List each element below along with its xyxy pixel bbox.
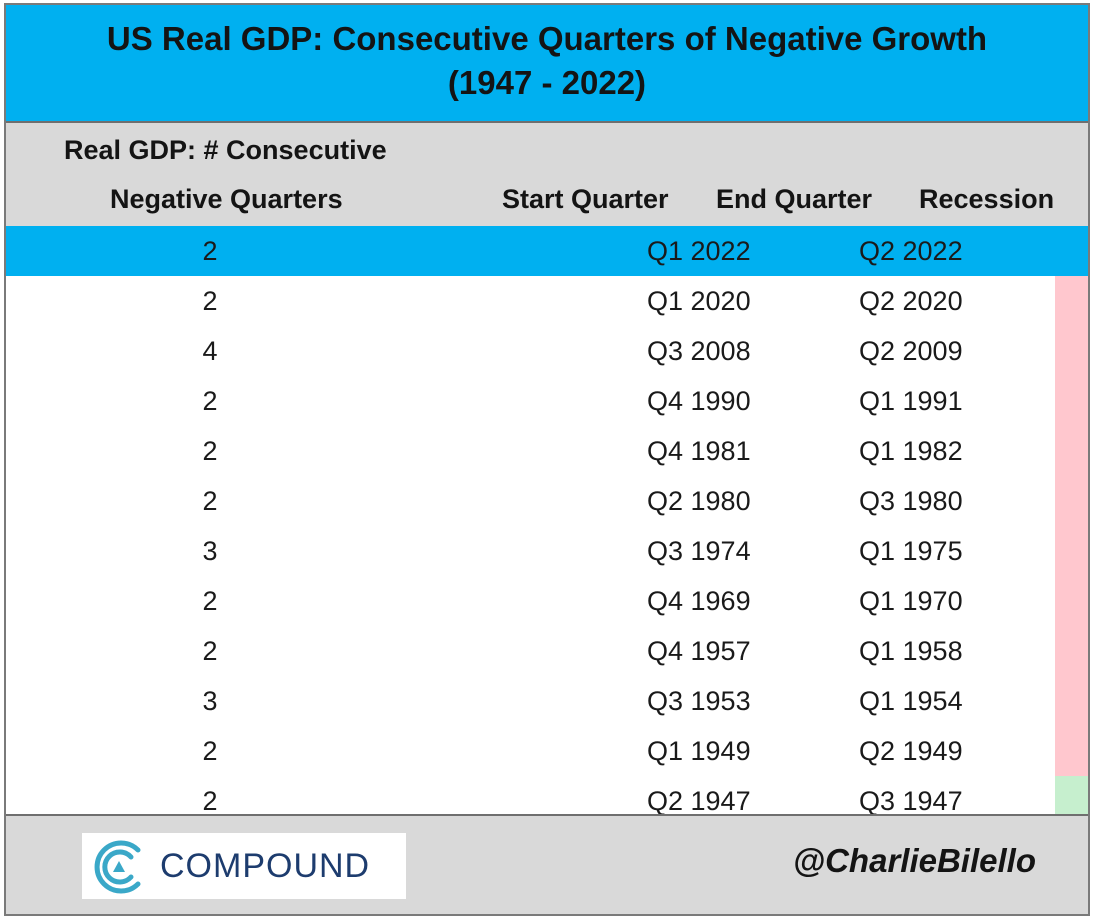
cell-start-quarter: Q2 1980 <box>647 485 751 516</box>
cell-start-quarter: Q3 1953 <box>647 685 751 716</box>
cell-start-quarter: Q4 1981 <box>647 435 751 466</box>
cell-consecutive-quarters: 2 <box>202 785 218 816</box>
cell-recession: Yes <box>1055 676 1088 726</box>
table-row: 2 Q4 1981 Q1 1982 Yes <box>6 426 1088 476</box>
column-header-row: Real GDP: # Consecutive Negative Quarter… <box>6 123 1088 226</box>
cell-consecutive-quarters: 2 <box>202 435 218 466</box>
cell-start-quarter: Q1 2020 <box>647 285 751 316</box>
header-recession: Recession <box>919 184 1055 214</box>
header-end-quarter: End Quarter <box>716 184 873 214</box>
cell-end-quarter: Q3 1980 <box>859 485 963 516</box>
cell-start-quarter: Q2 1947 <box>647 785 751 816</box>
table-row: 2 Q4 1969 Q1 1970 Yes <box>6 576 1088 626</box>
author-handle: @CharlieBilello <box>792 842 1036 879</box>
cell-consecutive-quarters: 2 <box>202 735 218 766</box>
cell-recession: Yes <box>1055 376 1088 426</box>
compound-logo-icon <box>94 840 141 894</box>
cell-start-quarter: Q3 1974 <box>647 535 751 566</box>
cell-end-quarter: Q2 2022 <box>857 226 1055 276</box>
cell-end-quarter: Q2 2009 <box>859 335 963 366</box>
cell-consecutive-quarters: 3 <box>202 685 218 716</box>
cell-start-quarter: Q1 2022 <box>574 226 857 276</box>
title-line-2: (1947 - 2022) <box>447 64 647 101</box>
cell-start-quarter: Q4 1969 <box>647 585 751 616</box>
cell-recession: Yes <box>1055 426 1088 476</box>
title-line-1: US Real GDP: Consecutive Quarters of Neg… <box>106 20 988 57</box>
cell-end-quarter: Q3 1947 <box>859 785 963 816</box>
cell-recession: Yes <box>1055 326 1088 376</box>
cell-start-quarter: Q3 2008 <box>647 335 751 366</box>
table-row: 2 Q1 1949 Q2 1949 Yes <box>6 726 1088 776</box>
cell-recession: Yes <box>1055 626 1088 676</box>
cell-consecutive-quarters: 2 <box>202 635 218 666</box>
cell-start-quarter: Q1 1949 <box>647 735 751 766</box>
cell-end-quarter: Q1 1970 <box>859 585 963 616</box>
table-row: 2 Q1 2020 Q2 2020 Yes <box>6 276 1088 326</box>
table-row: 3 Q3 1953 Q1 1954 Yes <box>6 676 1088 726</box>
cell-recession: Yes <box>1055 526 1088 576</box>
cell-end-quarter: Q1 1958 <box>859 635 963 666</box>
cell-end-quarter: Q1 1991 <box>859 385 963 416</box>
footer-bar: COMPOUND @CharlieBilello <box>6 814 1088 914</box>
cell-consecutive-quarters: 2 <box>202 385 218 416</box>
table-row: 2 Q2 1980 Q3 1980 Yes <box>6 476 1088 526</box>
cell-end-quarter: Q1 1954 <box>859 685 963 716</box>
cell-end-quarter: Q2 2020 <box>859 285 963 316</box>
cell-consecutive-quarters: 2 <box>202 485 218 516</box>
compound-logo-text: COMPOUND <box>160 847 371 885</box>
cell-recession: Yes <box>1055 476 1088 526</box>
cell-consecutive-quarters: 3 <box>202 535 218 566</box>
table-row: 2 Q4 1957 Q1 1958 Yes <box>6 626 1088 676</box>
cell-consecutive-quarters: 4 <box>202 335 218 366</box>
cell-recession: ? <box>1055 226 1088 276</box>
cell-end-quarter: Q1 1975 <box>859 535 963 566</box>
header-consecutive-line1: Real GDP: # Consecutive <box>64 135 387 165</box>
cell-start-quarter: Q4 1990 <box>647 385 751 416</box>
cell-consecutive-quarters: 2 <box>202 285 218 316</box>
table-row: 2 Q4 1990 Q1 1991 Yes <box>6 376 1088 426</box>
title-banner: US Real GDP: Consecutive Quarters of Neg… <box>6 5 1088 123</box>
table-row: 3 Q3 1974 Q1 1975 Yes <box>6 526 1088 576</box>
cell-end-quarter: Q2 1949 <box>859 735 963 766</box>
compound-logo: COMPOUND <box>82 833 406 899</box>
table-row: 4 Q3 2008 Q2 2009 Yes <box>6 326 1088 376</box>
cell-start-quarter: Q4 1957 <box>647 635 751 666</box>
header-consecutive-line2: Negative Quarters <box>110 184 343 214</box>
header-start-quarter: Start Quarter <box>502 184 669 214</box>
cell-recession: Yes <box>1055 576 1088 626</box>
cell-recession: Yes <box>1055 726 1088 776</box>
cell-recession: Yes <box>1055 276 1088 326</box>
gdp-table-graphic: US Real GDP: Consecutive Quarters of Neg… <box>4 3 1090 916</box>
cell-end-quarter: Q1 1982 <box>859 435 963 466</box>
cell-consecutive-quarters: 2 <box>202 585 218 616</box>
cell-consecutive-quarters: 2 <box>6 226 574 276</box>
